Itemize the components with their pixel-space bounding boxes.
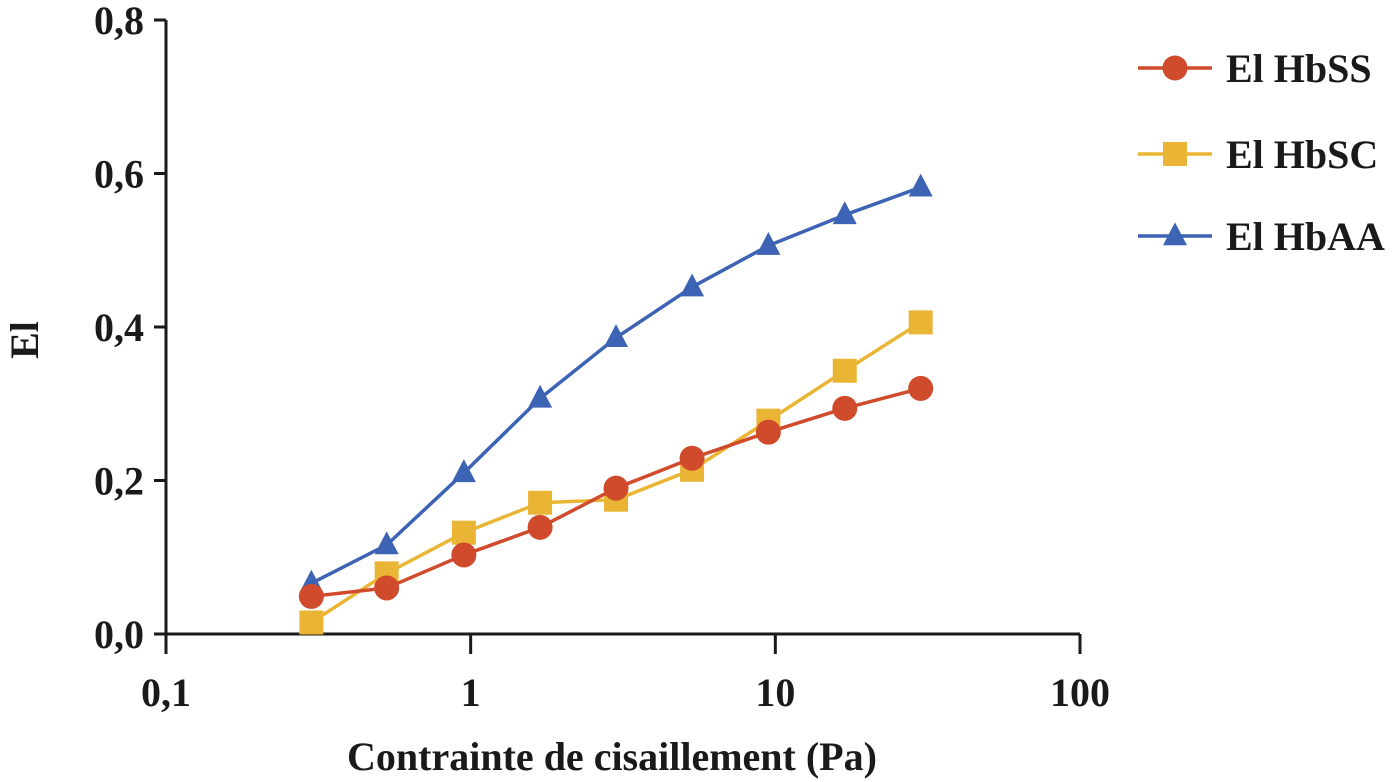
- y-tick-label: 0,4: [94, 305, 144, 350]
- data-point: [908, 310, 933, 335]
- legend-item: El HbSS: [1138, 46, 1372, 91]
- data-point: [832, 395, 858, 421]
- data-point: [680, 273, 705, 297]
- series-line: [310, 185, 922, 585]
- data-point: [527, 514, 553, 540]
- x-tick-label: 10: [755, 670, 795, 715]
- data-point: [908, 375, 934, 401]
- series-line: [310, 320, 922, 624]
- data-point: [451, 520, 476, 545]
- legend-swatch-marker: [1163, 142, 1187, 166]
- legend-label: El HbSC: [1226, 132, 1378, 177]
- y-ticks: 0,0 0,2 0,4 0,6 0,8: [94, 0, 166, 657]
- data-point: [374, 575, 400, 601]
- data-point: [603, 475, 629, 501]
- y-axis-title: El: [2, 321, 47, 359]
- data-point: [374, 531, 399, 555]
- y-tick-label: 0,8: [94, 0, 144, 43]
- x-tick-label: 1: [461, 670, 481, 715]
- legend-swatch-marker: [1162, 55, 1188, 81]
- data-point: [451, 459, 476, 483]
- legend-swatch-marker: [1163, 222, 1187, 246]
- series-layer: [298, 173, 934, 635]
- y-tick-label: 0,0: [94, 612, 144, 657]
- x-axis-title: Contrainte de cisaillement (Pa): [347, 734, 877, 779]
- legend-item: El HbSC: [1138, 132, 1378, 177]
- x-tick-label: 100: [1050, 670, 1110, 715]
- data-point: [908, 173, 933, 197]
- legend-label: El HbSS: [1226, 46, 1372, 91]
- y-tick-label: 0,2: [94, 459, 144, 504]
- data-point: [299, 610, 324, 635]
- legend: El HbSS El HbSC El HbAA: [1138, 46, 1385, 259]
- x-ticks: 0,1 1 10 100: [141, 634, 1110, 715]
- axes: [164, 20, 1080, 636]
- y-tick-label: 0,6: [94, 152, 144, 197]
- data-point: [832, 358, 857, 383]
- data-point: [604, 324, 629, 347]
- data-point: [679, 445, 705, 471]
- data-point: [755, 419, 781, 445]
- data-point: [832, 201, 857, 225]
- series-el-hbss: [298, 375, 934, 609]
- data-point: [528, 384, 553, 408]
- data-point: [298, 583, 324, 609]
- x-tick-label: 0,1: [141, 670, 191, 715]
- legend-label: El HbAA: [1226, 214, 1385, 259]
- legend-item: El HbAA: [1138, 214, 1385, 259]
- data-point: [528, 490, 553, 515]
- series-el-hbaa: [299, 173, 933, 593]
- data-point: [756, 232, 781, 255]
- data-point: [451, 542, 477, 568]
